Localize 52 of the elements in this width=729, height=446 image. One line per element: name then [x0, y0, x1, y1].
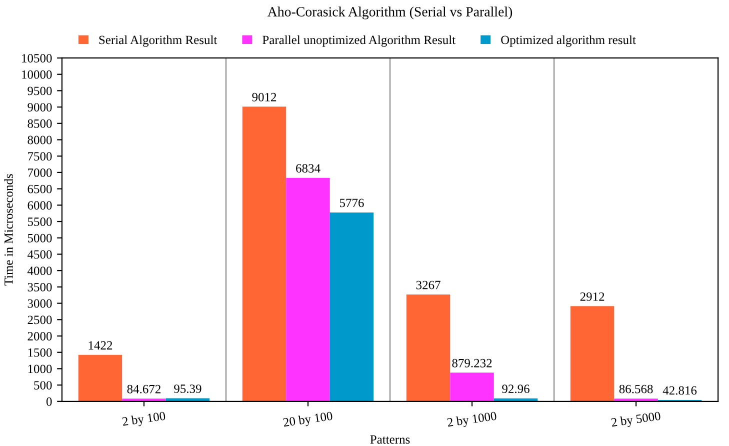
y-tick-label: 4000: [27, 266, 52, 276]
y-tick-label: 3000: [28, 299, 52, 308]
y-tick-label: 2500: [28, 316, 52, 324]
bar: [286, 178, 330, 402]
data-label: 3267: [416, 280, 440, 290]
chart-title: Aho-Corasick Algorithm (Serial vs Parallel): [267, 6, 512, 20]
y-tick-label: 2000: [28, 332, 52, 340]
y-tick-label: 6000: [28, 201, 52, 210]
bar: [450, 372, 494, 402]
legend-label: Optimized algorithm result: [501, 35, 636, 47]
y-tick-label: 5000: [28, 234, 52, 242]
y-tick-label: 7000: [28, 168, 52, 177]
y-tick-label: 10500: [22, 54, 52, 62]
bar: [330, 212, 374, 402]
y-tick-label: 0: [46, 397, 52, 406]
y-tick-label: 1000: [28, 364, 52, 374]
y-tick-label: 3500: [28, 282, 52, 292]
x-axis-title: Patterns: [370, 435, 410, 444]
data-label: 5776: [340, 198, 364, 208]
y-tick-label: 9500: [28, 86, 52, 96]
data-label: 84.672: [127, 384, 160, 394]
data-label: 42.816: [662, 386, 697, 395]
bar: [570, 306, 614, 402]
y-tick-label: 9000: [28, 103, 52, 112]
data-label: 1422: [88, 341, 112, 350]
bar: [122, 398, 166, 402]
legend-label: Parallel unoptimized Algorithm Result: [262, 35, 456, 47]
y-tick-label: 500: [34, 381, 52, 390]
data-label: 86.568: [619, 384, 653, 394]
x-tick-label: 20 by 100: [283, 411, 334, 430]
data-label: 9012: [252, 92, 276, 102]
x-tick-label: 2 by 100: [122, 411, 166, 428]
y-tick-label: 8500: [28, 119, 52, 128]
bar: [242, 106, 286, 402]
y-tick-label: 5500: [28, 218, 52, 226]
data-label: 95.39: [174, 384, 202, 394]
y-tick-label: 7500: [28, 152, 52, 161]
x-tick-label: 2 by 5000: [611, 411, 662, 430]
y-axis-title: Time in Microseconds: [4, 174, 13, 286]
y-tick-label: 6500: [28, 184, 52, 194]
x-tick-label: 2 by 1000: [447, 411, 498, 430]
data-label: 6834: [296, 164, 320, 173]
bar: [406, 294, 450, 402]
data-label: 2912: [580, 292, 604, 301]
data-label: 879.232: [452, 358, 492, 368]
y-tick-label: 1500: [28, 348, 52, 357]
y-tick-label: 4500: [27, 250, 52, 259]
data-label: 92.96: [502, 384, 530, 394]
y-tick-label: 10000: [22, 70, 52, 79]
y-tick-label: 8000: [28, 136, 52, 144]
legend-label: Serial Algorithm Result: [99, 35, 218, 47]
bar: [78, 354, 122, 402]
